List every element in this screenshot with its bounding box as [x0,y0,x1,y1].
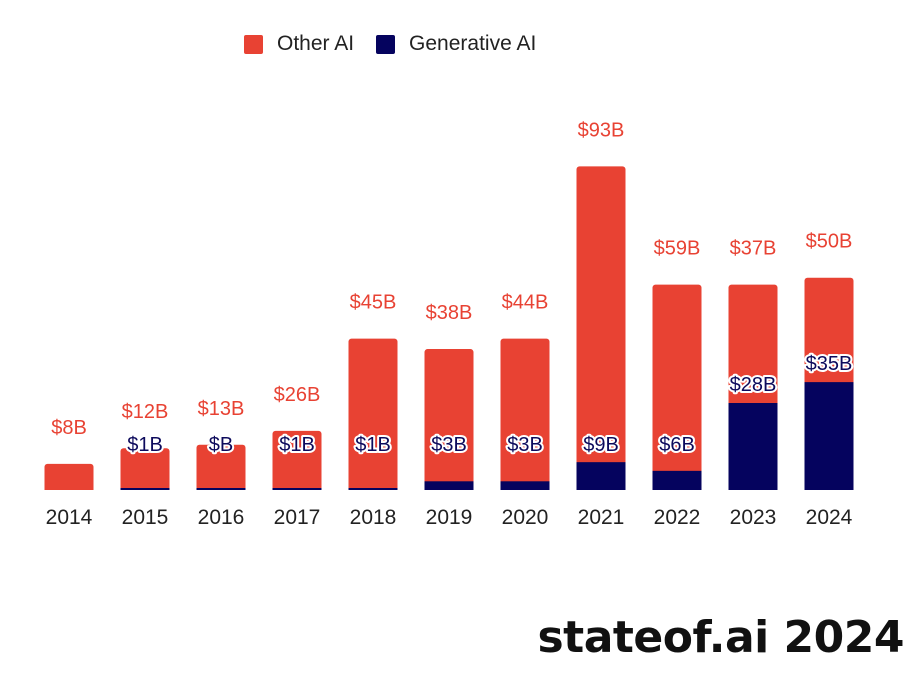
gen-label-2018: $1B [355,434,391,456]
legend-label-generative-ai: Generative AI [409,32,537,55]
gen-label-2016: $B [209,434,233,456]
gen-label-2023: $28B [730,374,777,396]
legend-label-other-ai: Other AI [277,32,355,55]
x-tick-label-2023: 2023 [730,506,777,529]
x-tick-label-2015: 2015 [122,506,169,529]
x-tick-label-2020: 2020 [502,506,549,529]
gen-label-2022: $6B [659,434,695,456]
gen-label-2015: $1B [127,434,163,456]
x-tick-label-2021: 2021 [578,506,625,529]
x-tick-label-2016: 2016 [198,506,245,529]
gen-label-2017: $1B [279,434,315,456]
total-label-2019: $38B [426,302,473,324]
bar-generative-ai-2018 [348,488,398,490]
bar-other-ai-2018 [348,338,398,490]
bar-other-ai-2020 [500,338,550,490]
x-tick-label-2024: 2024 [806,506,853,529]
x-tick-label-2022: 2022 [654,506,701,529]
total-label-2023: $37B [730,238,777,260]
gen-label-2019: $3B [431,434,467,456]
bar-other-ai-2022 [652,284,702,490]
bar-other-ai-base-2014 [44,486,94,490]
bar-other-ai-2015 [120,448,170,490]
total-label-2020: $44B [502,292,549,314]
total-label-2017: $26B [274,384,321,406]
bar-generative-ai-2017 [272,488,322,490]
gen-label-2021: $9B [583,434,619,456]
total-label-2016: $13B [198,398,245,420]
bar-other-ai-2016 [196,444,246,490]
x-tick-label-2019: 2019 [426,506,473,529]
legend-swatch-generative-ai [376,34,396,54]
bar-generative-ai-2015 [120,488,170,490]
bar-generative-ai-2022 [652,470,702,490]
legend-item-other-ai: Other AI [244,32,354,56]
bar-other-ai-2014 [44,463,94,490]
legend: Other AI Generative AI [244,32,558,56]
bar-generative-ai-2016 [196,488,246,490]
total-label-2014: $8B [51,417,87,439]
bar-other-ai-2021 [576,166,626,491]
total-label-2015: $12B [122,401,169,423]
legend-item-generative-ai: Generative AI [376,32,536,56]
x-tick-label-2018: 2018 [350,506,397,529]
brand-watermark: stateof.ai 2024 [537,612,904,663]
bar-generative-ai-2020 [500,481,550,490]
bar-generative-ai-2023 [728,403,778,490]
total-label-2018: $45B [350,292,397,314]
x-tick-label-2014: 2014 [46,506,93,529]
bar-generative-ai-2024 [804,382,854,490]
bar-other-ai-2019 [424,349,474,490]
gen-label-2020: $3B [507,434,543,456]
legend-swatch-other-ai [244,34,263,54]
bar-other-ai-2017 [272,430,322,490]
total-label-2021: $93B [578,119,625,141]
total-label-2024: $50B [806,231,853,253]
gen-label-2024: $35B [806,353,853,375]
x-tick-label-2017: 2017 [274,506,321,529]
bar-generative-ai-2021 [576,462,626,490]
total-label-2022: $59B [654,238,701,260]
bar-generative-ai-2019 [424,481,474,490]
